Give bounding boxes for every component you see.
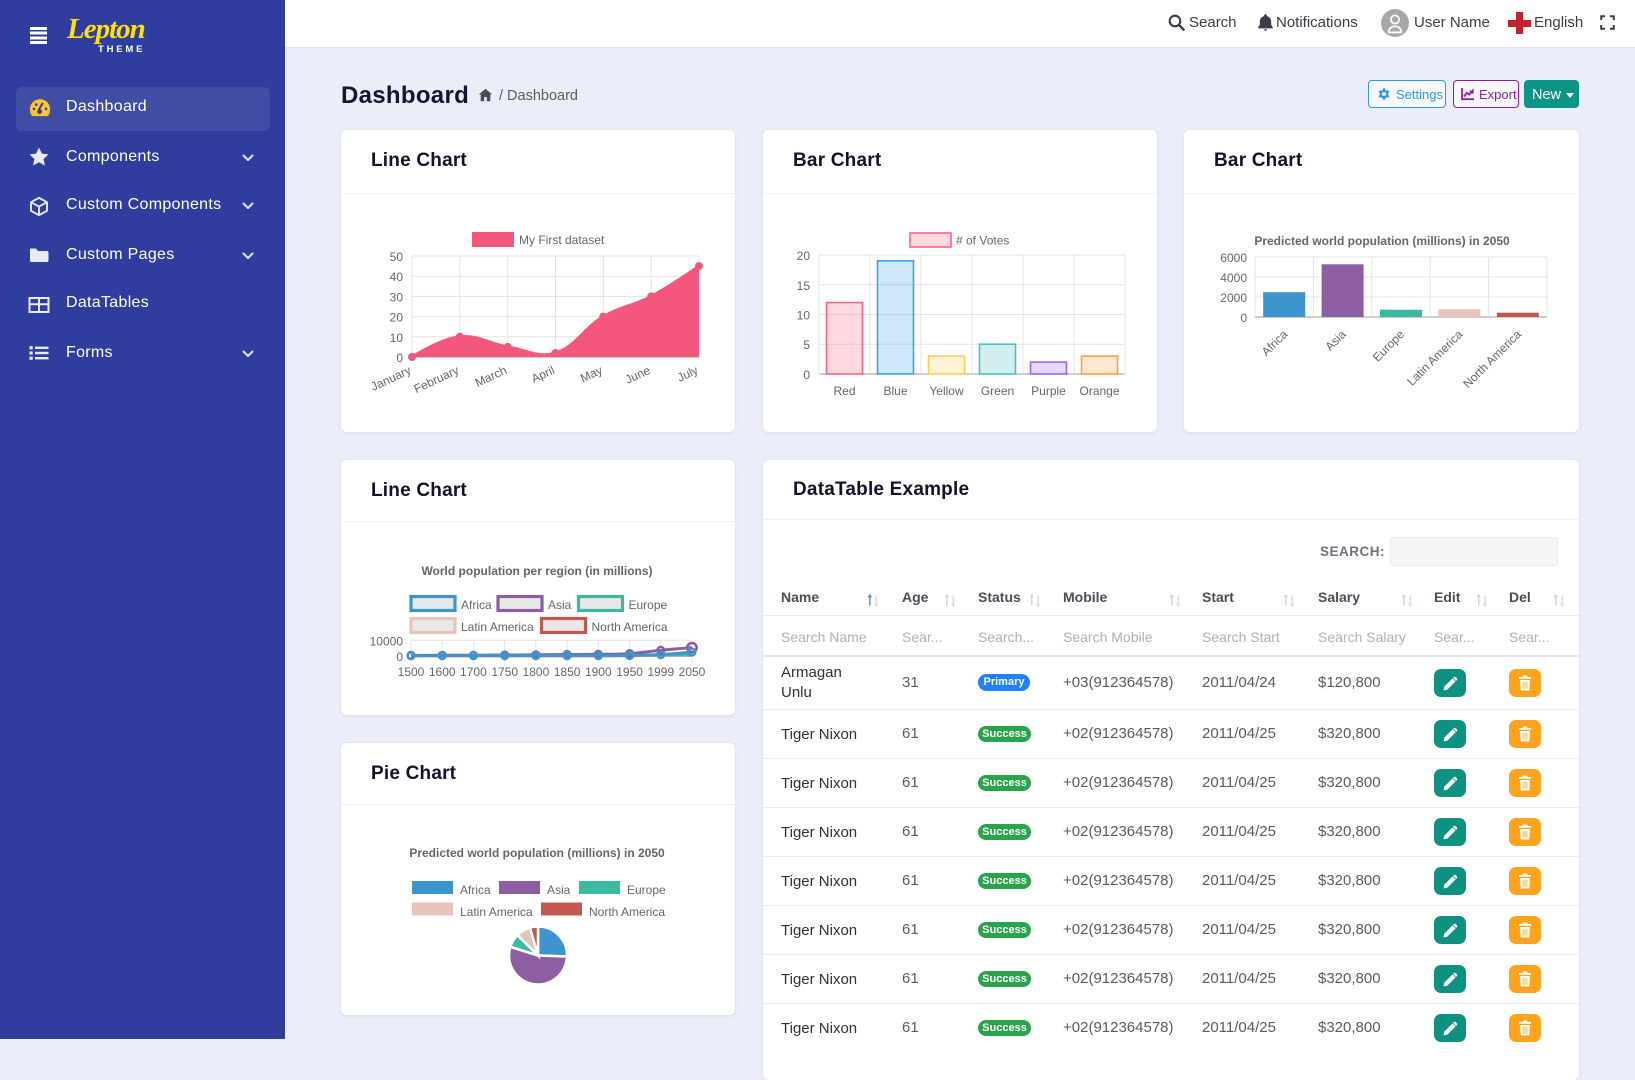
svg-text:World population per region (i: World population per region (in millions… xyxy=(421,564,652,578)
svg-text:20: 20 xyxy=(797,249,811,263)
svg-text:1750: 1750 xyxy=(491,665,518,679)
svg-text:1950: 1950 xyxy=(616,665,643,679)
svg-text:Blue: Blue xyxy=(883,384,907,398)
svg-text:Orange: Orange xyxy=(1079,384,1119,398)
svg-text:Africa: Africa xyxy=(461,598,492,612)
svg-text:Yellow: Yellow xyxy=(929,384,964,398)
svg-text:10000: 10000 xyxy=(370,634,404,648)
svg-text:April: April xyxy=(529,363,557,386)
svg-text:My First dataset: My First dataset xyxy=(519,233,605,247)
svg-text:March: March xyxy=(473,363,509,390)
svg-text:6000: 6000 xyxy=(1220,251,1247,265)
svg-text:40: 40 xyxy=(390,270,404,284)
svg-text:0: 0 xyxy=(396,351,403,365)
svg-text:Latin America: Latin America xyxy=(461,620,534,634)
svg-text:Green: Green xyxy=(981,384,1014,398)
svg-text:Europe: Europe xyxy=(629,598,668,612)
svg-text:0: 0 xyxy=(1240,311,1247,325)
svg-text:Asia: Asia xyxy=(1322,327,1349,354)
svg-text:North America: North America xyxy=(1460,327,1524,391)
svg-text:Latin America: Latin America xyxy=(460,905,533,919)
svg-text:Asia: Asia xyxy=(547,883,571,897)
svg-text:2050: 2050 xyxy=(679,665,706,679)
svg-text:1700: 1700 xyxy=(460,665,487,679)
svg-text:20: 20 xyxy=(390,311,404,325)
svg-text:Predicted world population (mi: Predicted world population (millions) in… xyxy=(409,846,665,860)
svg-text:0: 0 xyxy=(396,650,403,664)
svg-text:1900: 1900 xyxy=(585,665,612,679)
svg-text:North America: North America xyxy=(589,905,665,919)
svg-text:# of Votes: # of Votes xyxy=(956,234,1009,248)
svg-text:10: 10 xyxy=(390,331,404,345)
svg-text:0: 0 xyxy=(803,368,810,382)
svg-text:15: 15 xyxy=(797,279,811,293)
svg-text:July: July xyxy=(675,363,700,385)
svg-text:May: May xyxy=(578,363,604,385)
svg-text:5: 5 xyxy=(803,338,810,352)
svg-text:1500: 1500 xyxy=(398,665,425,679)
svg-text:Africa: Africa xyxy=(460,883,491,897)
svg-text:1800: 1800 xyxy=(523,665,550,679)
svg-text:2000: 2000 xyxy=(1220,291,1247,305)
svg-text:Purple: Purple xyxy=(1031,384,1066,398)
svg-text:June: June xyxy=(623,363,653,387)
svg-text:Europe: Europe xyxy=(1370,327,1407,364)
svg-text:Africa: Africa xyxy=(1259,327,1291,359)
svg-text:North America: North America xyxy=(592,620,668,634)
svg-text:Latin America: Latin America xyxy=(1404,327,1466,389)
svg-text:1600: 1600 xyxy=(429,665,456,679)
svg-text:30: 30 xyxy=(390,290,404,304)
svg-text:February: February xyxy=(412,363,461,396)
svg-text:Asia: Asia xyxy=(548,598,572,612)
svg-text:10: 10 xyxy=(797,309,811,323)
svg-text:50: 50 xyxy=(390,250,404,264)
svg-text:4000: 4000 xyxy=(1220,271,1247,285)
svg-text:Predicted world population (mi: Predicted world population (millions) in… xyxy=(1254,234,1510,248)
svg-text:Europe: Europe xyxy=(627,883,666,897)
svg-text:Red: Red xyxy=(833,384,855,398)
svg-text:1999: 1999 xyxy=(647,665,674,679)
svg-text:January: January xyxy=(369,363,414,394)
svg-text:1850: 1850 xyxy=(554,665,581,679)
